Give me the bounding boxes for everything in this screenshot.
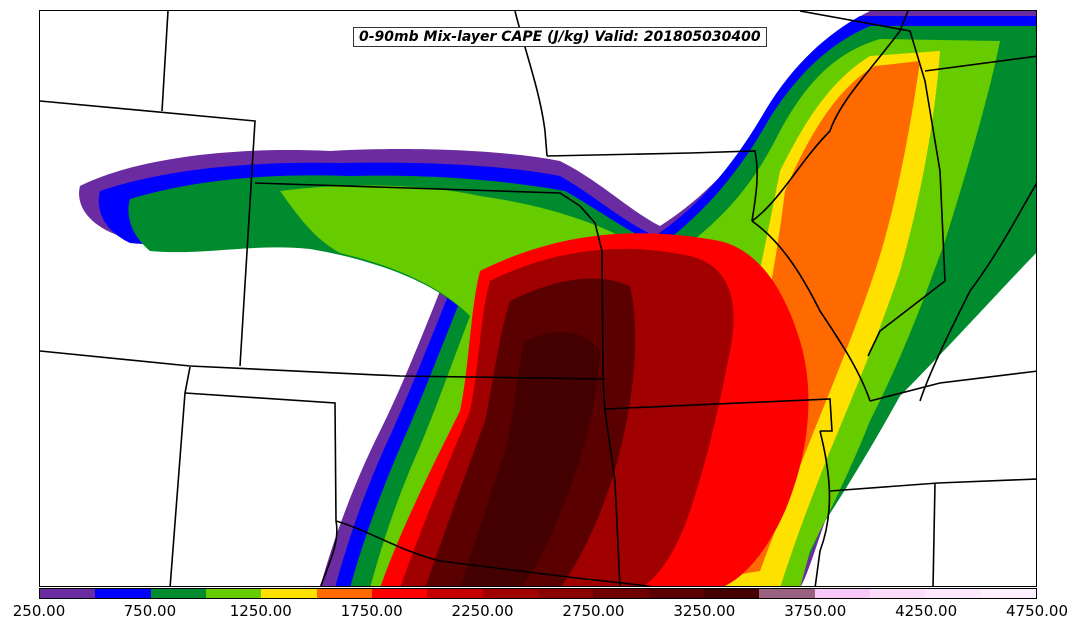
colorbar-tick-label: 2250.00: [451, 602, 514, 620]
colorbar-segment: [703, 589, 760, 598]
colorbar-segment: [537, 589, 594, 598]
map-title: 0-90mb Mix-layer CAPE (J/kg) Valid: 2018…: [353, 27, 767, 47]
colorbar-tick-label: 750.00: [123, 602, 177, 620]
border-line-12: [799, 11, 946, 357]
colorbar-segment: [95, 589, 151, 598]
colorbar-segment: [980, 589, 1036, 598]
colorbar-segment: [40, 589, 96, 598]
border-line-7: [604, 398, 833, 432]
border-line-3: [184, 392, 337, 522]
border-line-9: [546, 150, 758, 222]
state-borders: [40, 11, 1036, 586]
border-line-2: [40, 350, 606, 380]
border-line-13: [924, 55, 1036, 72]
colorbar-tick-label: 1750.00: [340, 602, 403, 620]
border-line-8: [814, 430, 831, 586]
colorbar: [39, 588, 1037, 599]
border-line-4: [169, 366, 191, 586]
border-line-10: [751, 11, 909, 222]
colorbar-segment: [261, 589, 317, 598]
colorbar-segment: [869, 589, 926, 598]
colorbar-segment: [316, 589, 372, 598]
colorbar-tick-label: 1250.00: [229, 602, 292, 620]
colorbar-segment: [814, 589, 870, 598]
colorbar-segment: [648, 589, 704, 598]
colorbar-tick-label: 4250.00: [895, 602, 958, 620]
cape-field-plot: [40, 11, 1036, 586]
colorbar-segment: [593, 589, 649, 598]
border-line-15: [829, 478, 1036, 492]
cape-band-3250: [460, 331, 600, 586]
colorbar-segment: [371, 589, 428, 598]
colorbar-segment: [427, 589, 483, 598]
border-line-20: [919, 182, 1036, 402]
colorbar-tick-label: 2750.00: [562, 602, 625, 620]
border-line-11: [751, 220, 871, 402]
colorbar-tick-label: 3250.00: [673, 602, 736, 620]
border-line-1: [40, 100, 256, 367]
cape-shading: [79, 11, 1036, 586]
cape-map: 0-90mb Mix-layer CAPE (J/kg) Valid: 2018…: [39, 10, 1037, 587]
colorbar-segment: [925, 589, 981, 598]
colorbar-segment: [150, 589, 206, 598]
colorbar-tick-label: 3750.00: [784, 602, 847, 620]
colorbar-segment: [482, 589, 538, 598]
border-line-18: [319, 520, 338, 586]
border-line-17: [335, 520, 653, 586]
colorbar-tick-label: 4750.00: [1005, 602, 1069, 620]
border-line-14: [869, 370, 1036, 402]
border-line-19: [514, 11, 548, 157]
colorbar-segment: [759, 589, 815, 598]
colorbar-tick-label: 250.00: [12, 602, 66, 620]
border-line-6: [254, 182, 621, 586]
border-line-5: [161, 11, 169, 112]
border-line-16: [932, 482, 936, 586]
colorbar-segment: [205, 589, 262, 598]
